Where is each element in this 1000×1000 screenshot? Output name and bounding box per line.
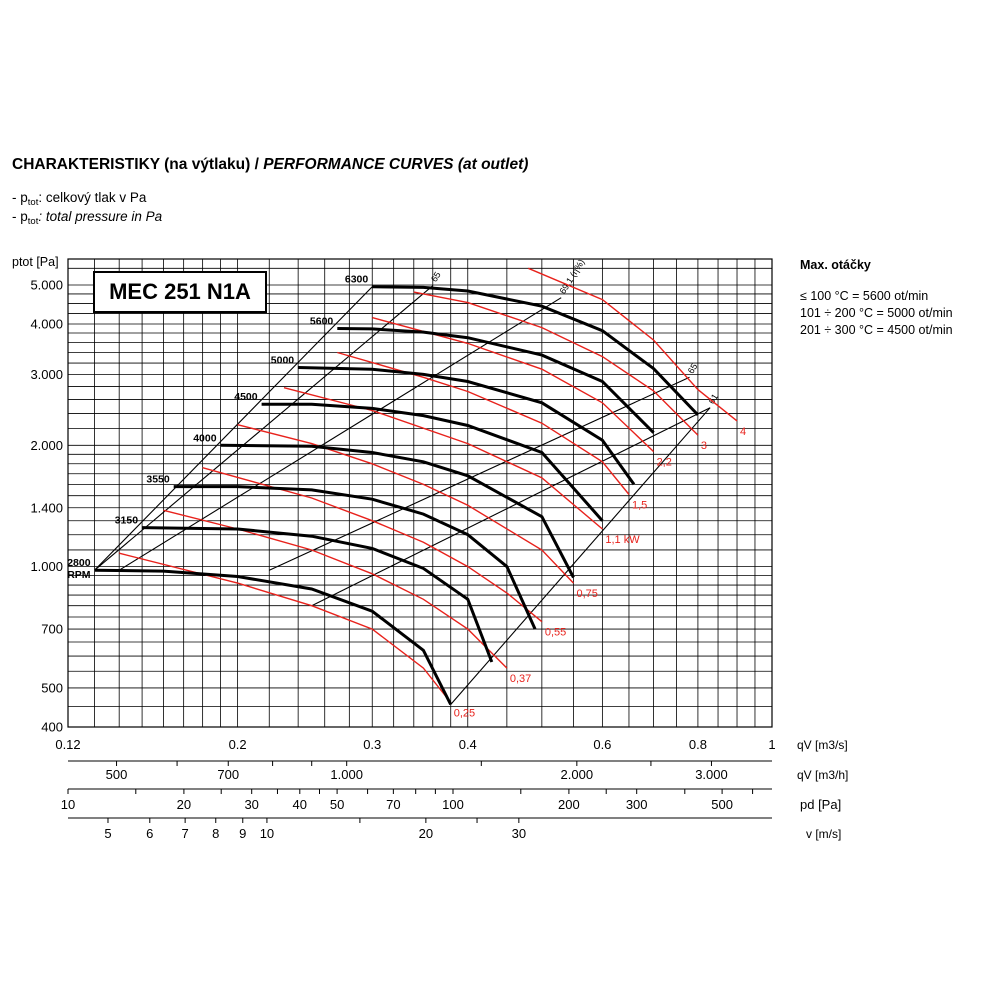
efficiency-label: 69,1 (η%)	[557, 257, 586, 295]
efficiency-line	[311, 407, 711, 607]
x-tick-label-m3h: 700	[217, 767, 239, 782]
speed-curve	[298, 366, 636, 486]
speed-curve	[337, 327, 655, 434]
speed-curve	[94, 568, 453, 706]
speed-curve-label: 5600	[310, 315, 334, 327]
x-tick-label-m3s: 1	[768, 737, 775, 752]
power-curve-label: 4	[740, 426, 746, 438]
speed-curve-label: 2800	[67, 557, 91, 569]
max-speed-panel: Max. otáčky ≤ 100 °C = 5600 ot/min 101 ÷…	[800, 257, 953, 339]
model-label: MEC 251 N1A	[93, 271, 267, 313]
power-curve	[237, 424, 575, 584]
y-tick-label: 5.000	[30, 277, 63, 292]
x-tick-label-m3s: 0.2	[229, 737, 247, 752]
x-tick-label-m3s: 0.8	[689, 737, 707, 752]
y-tick-label: 1.000	[30, 559, 63, 574]
x-tick-label-v: 9	[239, 826, 246, 841]
x-tick-label-pd: 10	[61, 797, 75, 812]
efficiency-label: 65	[686, 362, 700, 376]
power-curve-label: 2,2	[657, 457, 672, 469]
speed-curve	[142, 526, 494, 663]
power-curve-label: 0,25	[454, 708, 475, 720]
y-tick-label: 1.400	[30, 500, 63, 515]
y-tick-label: 400	[41, 720, 63, 735]
max-speed-line: 201 ÷ 300 °C = 4500 ot/min	[800, 323, 953, 337]
x-tick-label-m3s: 0.12	[55, 737, 80, 752]
power-curve-label: 0,75	[576, 588, 597, 600]
x-tick-label-pd: 300	[626, 797, 648, 812]
max-speed-line: 101 ÷ 200 °C = 5000 ot/min	[800, 306, 953, 320]
speed-curve-label: 5000	[271, 355, 295, 367]
x-tick-label-m3h: 500	[106, 767, 128, 782]
speed-curve	[372, 285, 699, 416]
x-tick-label-v: 10	[260, 826, 274, 841]
x-tick-label-v: 8	[212, 826, 219, 841]
speed-unit-label: RPM	[67, 569, 91, 581]
efficiency-line	[94, 285, 434, 571]
x-tick-label-v: 5	[104, 826, 111, 841]
x-tick-label-m3s: 0.3	[363, 737, 381, 752]
x-tick-label-v: 6	[146, 826, 153, 841]
power-curve	[528, 267, 738, 422]
x-axis-label-m3s: qV [m3/s]	[797, 738, 848, 752]
title-cz: CHARAKTERISTIKY (na výtlaku) /	[12, 156, 264, 173]
max-speed-heading: Max. otáčky	[800, 258, 871, 272]
legend-line-cz: - ptot: celkový tlak v Pa	[12, 190, 147, 208]
x-tick-label-m3h: 3.000	[695, 767, 728, 782]
y-tick-label: 700	[41, 622, 63, 637]
x-tick-label-pd: 40	[293, 797, 307, 812]
y-axis-label: ptot [Pa]	[12, 255, 59, 269]
y-tick-label: 2.000	[30, 438, 63, 453]
plot-frame	[67, 258, 773, 728]
speed-curve	[220, 443, 575, 579]
speed-curve	[261, 402, 604, 522]
x-tick-label-m3s: 0.6	[593, 737, 611, 752]
speed-curve-label: 3150	[115, 515, 139, 527]
speed-curve-label: 3550	[146, 474, 170, 486]
x-tick-label-pd: 100	[442, 797, 464, 812]
x-tick-label-pd: 50	[330, 797, 344, 812]
grid	[67, 259, 773, 728]
power-curve-label: 0,55	[545, 627, 566, 639]
power-curve	[283, 387, 603, 530]
y-tick-label: 3.000	[30, 367, 63, 382]
speed-curve	[173, 485, 537, 630]
x-tick-label-v: 30	[512, 826, 526, 841]
power-curve-label: 1,1 kW	[605, 534, 640, 546]
speed-curve-label: 6300	[345, 274, 369, 286]
power-curve	[202, 467, 543, 623]
speed-curve-label: 4000	[193, 432, 217, 444]
power-curve	[119, 552, 452, 703]
x-tick-label-pd: 200	[558, 797, 580, 812]
x-tick-label-v: 7	[182, 826, 189, 841]
efficiency-line	[269, 376, 690, 571]
x-tick-label-pd: 30	[244, 797, 258, 812]
power-curve-label: 0,37	[510, 673, 531, 685]
x-tick-label-pd: 500	[711, 797, 733, 812]
x-tick-label-m3s: 0.4	[459, 737, 477, 752]
max-speed-line: ≤ 100 °C = 5600 ot/min	[800, 289, 929, 303]
x-tick-label-m3h: 2.000	[561, 767, 594, 782]
y-tick-label: 500	[41, 680, 63, 695]
x-tick-label-pd: 70	[386, 797, 400, 812]
x-tick-label-pd: 20	[177, 797, 191, 812]
y-tick-label: 4.000	[30, 317, 63, 332]
legend-line-en: - ptot: total pressure in Pa	[12, 209, 163, 227]
x-axis-label-m3h: qV [m3/h]	[797, 768, 848, 782]
efficiency-label: 61	[706, 392, 720, 406]
chart-title: CHARAKTERISTIKY (na výtlaku) / PERFORMAN…	[12, 156, 528, 174]
x-axis-label-v: v [m/s]	[806, 827, 841, 841]
title-en: PERFORMANCE CURVES (at outlet)	[263, 156, 529, 173]
x-axis-label-pd: pd [Pa]	[800, 797, 841, 812]
speed-curve-label: 4500	[234, 391, 258, 403]
x-tick-label-m3h: 1.000	[330, 767, 363, 782]
efficiency-label: 65	[429, 270, 443, 284]
power-curve	[413, 291, 699, 436]
start-diagonal	[94, 286, 373, 571]
x-tick-label-v: 20	[419, 826, 433, 841]
power-curve-label: 3	[701, 440, 707, 452]
power-curve-label: 1,5	[632, 500, 647, 512]
